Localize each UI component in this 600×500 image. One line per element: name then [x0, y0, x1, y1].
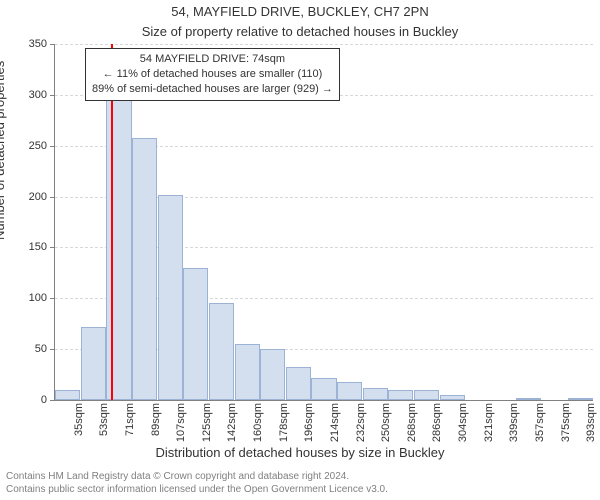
x-tick-label: 107sqm	[175, 400, 187, 442]
bar	[388, 390, 413, 400]
bar	[132, 138, 157, 400]
y-tick	[50, 146, 55, 147]
x-tick-label: 232sqm	[355, 400, 367, 442]
y-tick	[50, 247, 55, 248]
bar	[337, 382, 362, 400]
bar	[311, 378, 336, 400]
x-tick-label: 178sqm	[278, 400, 290, 442]
y-tick-label: 100	[29, 292, 47, 304]
y-tick	[50, 400, 55, 401]
y-tick	[50, 95, 55, 96]
gridline	[55, 44, 593, 45]
y-tick	[50, 44, 55, 45]
y-tick-label: 200	[29, 191, 47, 203]
x-tick-label: 71sqm	[124, 400, 136, 436]
x-tick-label: 53sqm	[98, 400, 110, 436]
y-tick-label: 50	[35, 343, 47, 355]
y-axis-title: Number of detached properties	[0, 61, 7, 240]
bar	[81, 327, 106, 400]
x-tick-label: 250sqm	[380, 400, 392, 442]
footer-line1: Contains HM Land Registry data © Crown c…	[6, 471, 388, 484]
x-tick-label: 125sqm	[201, 400, 213, 442]
x-tick-label: 357sqm	[534, 400, 546, 442]
x-tick-label: 321sqm	[483, 400, 495, 442]
chart-subtitle: Size of property relative to detached ho…	[0, 24, 600, 39]
bar	[286, 367, 311, 400]
x-tick-label: 286sqm	[431, 400, 443, 442]
x-tick-label: 160sqm	[252, 400, 264, 442]
y-tick-label: 250	[29, 140, 47, 152]
x-tick-label: 89sqm	[150, 400, 162, 436]
y-tick-label: 0	[41, 394, 47, 406]
x-tick-label: 35sqm	[73, 400, 85, 436]
bar	[363, 388, 388, 400]
bar	[55, 390, 80, 400]
bar	[209, 303, 234, 400]
y-tick	[50, 197, 55, 198]
bar	[235, 344, 260, 400]
bar	[260, 349, 285, 400]
annotation-line1: 54 MAYFIELD DRIVE: 74sqm	[92, 52, 333, 67]
bar	[158, 195, 183, 400]
x-tick-label: 393sqm	[585, 400, 597, 442]
x-tick-label: 214sqm	[329, 400, 341, 442]
annotation-box: 54 MAYFIELD DRIVE: 74sqm ← 11% of detach…	[85, 48, 340, 101]
y-tick-label: 150	[29, 241, 47, 253]
annotation-line2: ← 11% of detached houses are smaller (11…	[92, 67, 333, 82]
y-tick-label: 350	[29, 38, 47, 50]
footer: Contains HM Land Registry data © Crown c…	[6, 471, 388, 496]
chart-container: 54, MAYFIELD DRIVE, BUCKLEY, CH7 2PN Siz…	[0, 0, 600, 500]
x-tick-label: 142sqm	[226, 400, 238, 442]
x-tick-label: 196sqm	[303, 400, 315, 442]
annotation-line3: 89% of semi-detached houses are larger (…	[92, 82, 333, 97]
footer-line2: Contains public sector information licen…	[6, 484, 388, 497]
bar	[183, 268, 208, 400]
bar	[414, 390, 439, 400]
x-tick-label: 268sqm	[406, 400, 418, 442]
x-tick-label: 304sqm	[457, 400, 469, 442]
x-axis-title: Distribution of detached houses by size …	[0, 445, 600, 460]
x-tick-label: 339sqm	[508, 400, 520, 442]
y-tick	[50, 298, 55, 299]
y-tick	[50, 349, 55, 350]
chart-title: 54, MAYFIELD DRIVE, BUCKLEY, CH7 2PN	[0, 4, 600, 19]
y-tick-label: 300	[29, 89, 47, 101]
x-tick-label: 375sqm	[560, 400, 572, 442]
